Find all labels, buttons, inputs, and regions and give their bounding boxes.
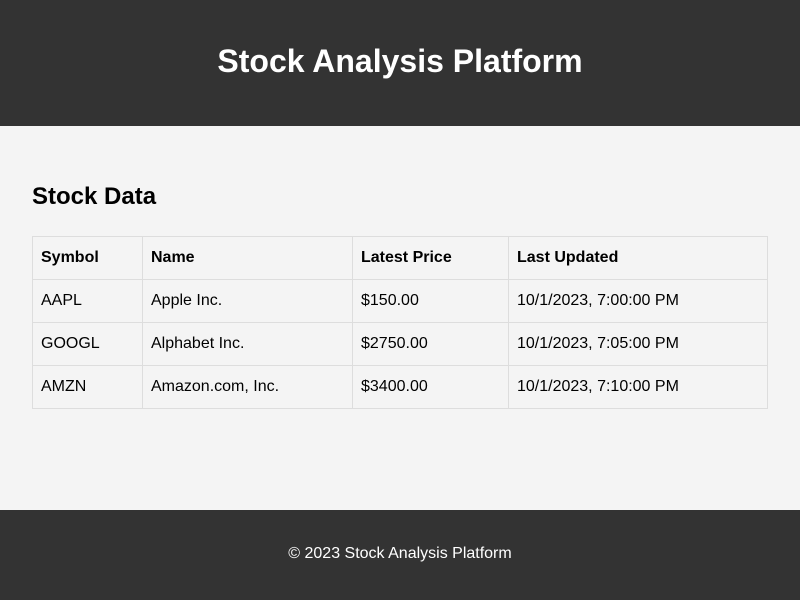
cell-symbol: AMZN bbox=[32, 365, 143, 409]
cell-latest-price: $3400.00 bbox=[352, 365, 509, 409]
table-row: AAPL Apple Inc. $150.00 10/1/2023, 7:00:… bbox=[32, 279, 768, 323]
column-header-symbol: Symbol bbox=[32, 236, 143, 280]
page-title: Stock Analysis Platform bbox=[217, 42, 583, 79]
column-header-name: Name bbox=[142, 236, 353, 280]
cell-last-updated: 10/1/2023, 7:05:00 PM bbox=[508, 322, 768, 366]
cell-symbol: AAPL bbox=[32, 279, 143, 323]
cell-last-updated: 10/1/2023, 7:10:00 PM bbox=[508, 365, 768, 409]
cell-latest-price: $150.00 bbox=[352, 279, 509, 323]
cell-latest-price: $2750.00 bbox=[352, 322, 509, 366]
cell-symbol: GOOGL bbox=[32, 322, 143, 366]
cell-name: Alphabet Inc. bbox=[142, 322, 353, 366]
table-row: GOOGL Alphabet Inc. $2750.00 10/1/2023, … bbox=[32, 322, 768, 366]
page-footer: © 2023 Stock Analysis Platform bbox=[0, 510, 800, 600]
column-header-latest-price: Latest Price bbox=[352, 236, 509, 280]
page-header: Stock Analysis Platform bbox=[0, 0, 800, 126]
table-header-row: Symbol Name Latest Price Last Updated bbox=[32, 236, 768, 280]
column-header-last-updated: Last Updated bbox=[508, 236, 768, 280]
cell-name: Amazon.com, Inc. bbox=[142, 365, 353, 409]
footer-copyright: © 2023 Stock Analysis Platform bbox=[288, 545, 512, 562]
stock-table: Symbol Name Latest Price Last Updated AA… bbox=[32, 236, 768, 409]
cell-last-updated: 10/1/2023, 7:00:00 PM bbox=[508, 279, 768, 323]
cell-name: Apple Inc. bbox=[142, 279, 353, 323]
section-title: Stock Data bbox=[32, 183, 157, 210]
table-row: AMZN Amazon.com, Inc. $3400.00 10/1/2023… bbox=[32, 365, 768, 409]
